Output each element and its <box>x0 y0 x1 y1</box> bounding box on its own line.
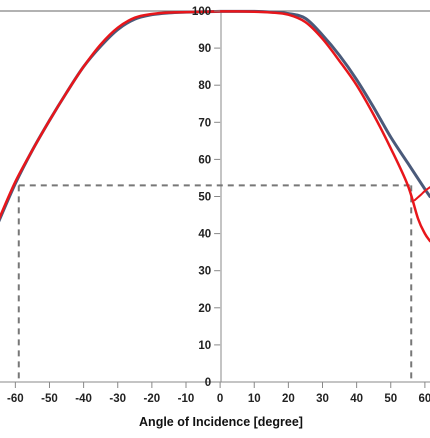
series-line-3 <box>413 186 430 202</box>
x-tick-label: 30 <box>316 393 329 405</box>
series-line-1 <box>0 9 430 223</box>
y-tick-label: 0 <box>205 377 211 389</box>
series-layer <box>0 9 430 243</box>
y-tick-label: 10 <box>198 340 211 352</box>
y-tick-label: 100 <box>192 6 211 18</box>
series-line-2 <box>0 10 430 243</box>
x-tick-label: 60 <box>418 393 430 405</box>
y-tick-label: 90 <box>198 43 211 55</box>
x-tick-label: -20 <box>144 393 161 405</box>
y-tick-label: 60 <box>198 154 211 166</box>
x-axis-ticks: -60 -50 -40 -30 -20 -10 0 10 20 30 40 50 60 <box>7 382 430 405</box>
y-tick-label: 20 <box>198 303 211 315</box>
x-tick-label: 0 <box>217 393 223 405</box>
x-axis-title: Angle of Incidence [degree] <box>139 415 303 429</box>
y-tick-label: 80 <box>198 80 211 92</box>
reference-lines <box>17 184 413 382</box>
x-tick-label: -60 <box>7 393 24 405</box>
y-tick-label: 70 <box>198 117 211 129</box>
x-tick-label: -40 <box>75 393 92 405</box>
x-tick-label: 20 <box>282 393 295 405</box>
y-tick-label: 40 <box>198 229 211 241</box>
y-tick-label: 30 <box>198 266 211 278</box>
x-tick-label: 50 <box>384 393 397 405</box>
y-tick-label: 50 <box>198 192 211 204</box>
x-tick-label: 10 <box>248 393 261 405</box>
x-tick-label: -30 <box>109 393 126 405</box>
x-tick-label: -10 <box>178 393 195 405</box>
y-axis-ticks: 0 10 20 30 40 50 60 70 80 90 100 <box>192 6 221 389</box>
x-tick-label: 40 <box>350 393 363 405</box>
x-tick-label: -50 <box>41 393 58 405</box>
